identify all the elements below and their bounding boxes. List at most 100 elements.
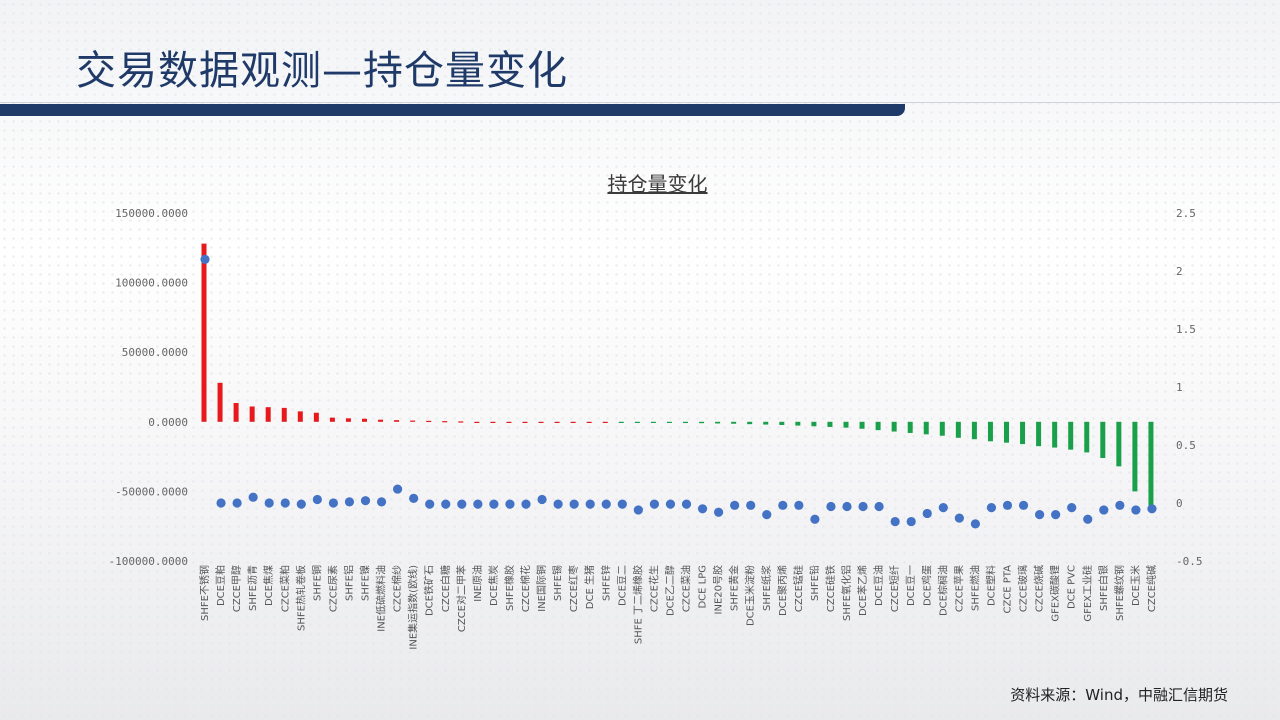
x-category-label: GFEX工业硅 bbox=[1081, 565, 1094, 622]
dot-mark bbox=[762, 509, 772, 520]
dot-mark bbox=[505, 499, 515, 509]
bar-mark bbox=[923, 421, 929, 435]
y-right-tick-label: 0 bbox=[1176, 497, 1183, 510]
dot-mark bbox=[344, 497, 355, 507]
x-category-label: DCE玉米淀粉 bbox=[744, 565, 757, 626]
bar-mark bbox=[971, 421, 977, 440]
bar-mark bbox=[474, 421, 480, 423]
dot-mark bbox=[537, 494, 547, 505]
dot-mark bbox=[280, 498, 290, 508]
x-category-label: INE集运指数(欧线) bbox=[407, 565, 420, 650]
x-category-label: SHFE锡 bbox=[551, 565, 564, 601]
y-left-tick-label: 0.0000 bbox=[148, 416, 188, 429]
dot-mark bbox=[1035, 509, 1045, 520]
x-category-label: DCE铁矿石 bbox=[423, 565, 436, 616]
x-category-label: CZCE白糖 bbox=[439, 565, 452, 612]
x-category-label: CZCE红枣 bbox=[567, 565, 580, 612]
bar-mark bbox=[715, 421, 721, 424]
bar-mark bbox=[891, 421, 897, 432]
bar-mark bbox=[843, 421, 849, 428]
dot-mark bbox=[746, 500, 756, 510]
y-left-tick-label: -50000.0000 bbox=[115, 485, 188, 498]
dot-mark bbox=[1099, 505, 1109, 515]
dot-mark bbox=[473, 499, 483, 509]
x-category-label: CZCE对二甲苯 bbox=[455, 565, 468, 632]
x-category-label: DCE豆粕 bbox=[214, 565, 227, 606]
bar-mark bbox=[233, 403, 239, 422]
x-category-label: SHFE铅 bbox=[808, 565, 821, 601]
dot-mark bbox=[681, 499, 692, 509]
bar-mark bbox=[875, 421, 881, 431]
dot-mark bbox=[425, 499, 435, 509]
dot-mark bbox=[409, 493, 419, 503]
bar-mark bbox=[827, 421, 833, 427]
bar-mark bbox=[570, 421, 576, 423]
bar-mark bbox=[490, 421, 496, 423]
dot-mark bbox=[312, 494, 322, 505]
x-category-label: INE20号胶 bbox=[712, 565, 725, 614]
y-left-tick-label: 150000.0000 bbox=[115, 207, 188, 220]
bar-mark bbox=[811, 421, 817, 427]
x-category-label: CZCE棉纱 bbox=[391, 565, 404, 612]
bar-mark bbox=[217, 382, 223, 422]
bar-mark bbox=[458, 421, 464, 423]
bar-mark bbox=[602, 421, 608, 423]
x-category-label: CZCE菜粕 bbox=[278, 565, 291, 612]
x-category-label: DCE聚丙烯 bbox=[776, 565, 789, 616]
bar-mark bbox=[1084, 421, 1090, 453]
x-category-label: DCE棕榈油 bbox=[936, 565, 949, 616]
x-category-label: SHFE橡胶 bbox=[503, 565, 516, 611]
dot-mark bbox=[1131, 505, 1141, 515]
bar-mark bbox=[859, 421, 865, 429]
chart-title: 持仓量变化 bbox=[607, 172, 708, 196]
y-left-tick-label: 100000.0000 bbox=[115, 277, 188, 290]
x-category-label: SHFE铜 bbox=[311, 565, 323, 601]
y-right-tick-label: 1 bbox=[1176, 381, 1183, 394]
dot-mark bbox=[633, 505, 643, 515]
dot-mark bbox=[441, 499, 451, 509]
bar-mark bbox=[522, 421, 528, 423]
x-category-label: CZCE玻璃 bbox=[1017, 565, 1030, 612]
dot-mark bbox=[521, 499, 531, 509]
bar-mark bbox=[987, 421, 993, 442]
header-divider bbox=[0, 102, 1280, 103]
x-category-label: SHFE氧化铝 bbox=[840, 565, 853, 621]
dot-mark bbox=[794, 500, 804, 510]
x-category-label: CZCE烧碱 bbox=[1033, 565, 1046, 612]
bar-mark bbox=[1004, 421, 1009, 443]
x-category-label: DCE玉米 bbox=[1129, 565, 1142, 606]
dot-mark bbox=[874, 501, 884, 512]
dot-mark bbox=[264, 498, 274, 508]
dot-mark bbox=[970, 519, 981, 529]
x-category-label: DCE苯乙烯 bbox=[856, 565, 869, 616]
x-category-label: DCE乙二醇 bbox=[663, 565, 676, 616]
dot-mark bbox=[1083, 514, 1093, 524]
dot-mark bbox=[665, 499, 676, 509]
x-category-label: SHFE锌 bbox=[599, 565, 612, 601]
y-right-tick-label: 1.5 bbox=[1176, 323, 1196, 336]
y-left-tick-label: 50000.0000 bbox=[122, 346, 188, 359]
x-category-label: SHFE燃油 bbox=[968, 565, 981, 611]
bar-mark bbox=[618, 421, 624, 423]
bar-mark bbox=[907, 421, 913, 433]
page-title: 交易数据观测—持仓量变化 bbox=[76, 48, 568, 94]
bar-mark bbox=[586, 421, 592, 423]
bar-mark bbox=[1148, 421, 1154, 506]
bar-mark bbox=[795, 421, 801, 426]
bar-mark bbox=[699, 421, 705, 424]
dot-mark bbox=[376, 497, 387, 507]
dot-mark bbox=[617, 499, 627, 509]
bar-mark bbox=[763, 421, 769, 425]
x-category-label: DCE塑料 bbox=[984, 565, 997, 606]
bar-mark bbox=[554, 421, 560, 423]
dot-mark bbox=[730, 500, 740, 510]
dot-mark bbox=[778, 500, 788, 510]
x-category-label: DCE鸡蛋 bbox=[920, 565, 933, 606]
dot-mark bbox=[986, 503, 997, 513]
bar-mark bbox=[538, 421, 544, 423]
bar-mark bbox=[1020, 421, 1026, 445]
dot-mark bbox=[1051, 509, 1061, 520]
x-category-label: SHFE热轧卷板 bbox=[294, 565, 307, 631]
